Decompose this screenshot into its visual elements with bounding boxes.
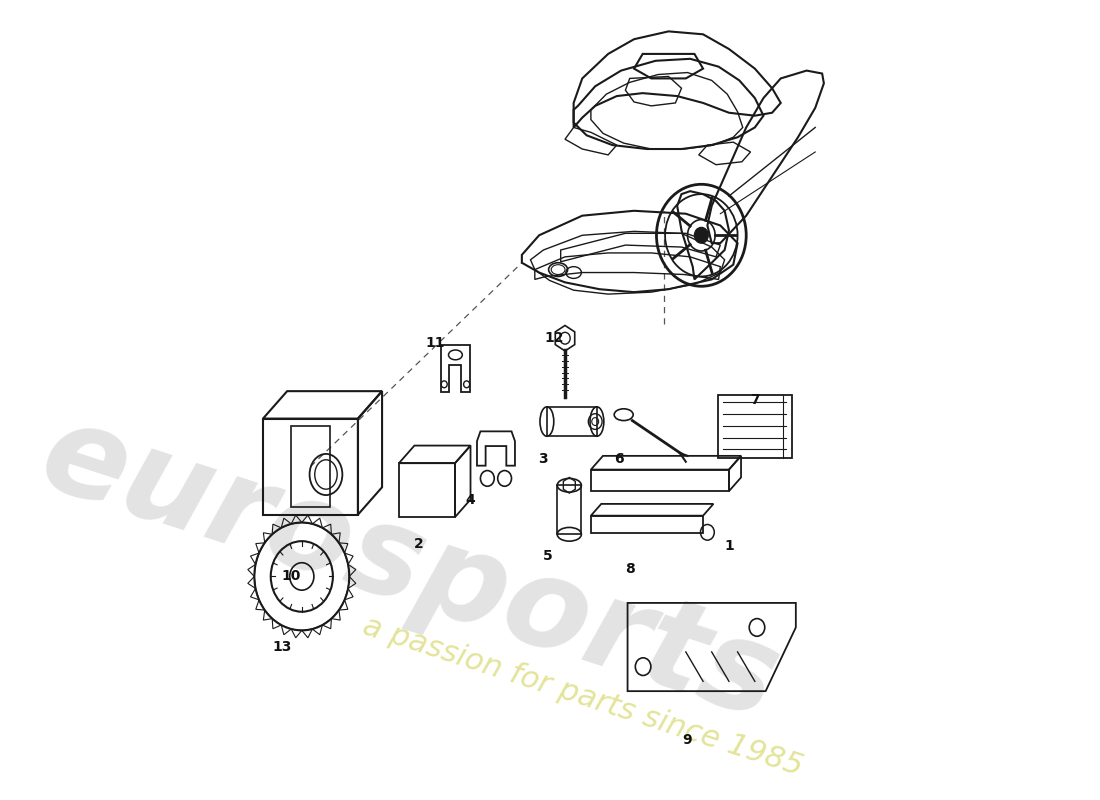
Text: 3: 3 (539, 452, 548, 466)
Circle shape (694, 227, 708, 243)
Bar (547, 407, 597, 436)
Text: 1: 1 (724, 539, 734, 553)
Text: 6: 6 (615, 452, 624, 466)
Text: 11: 11 (426, 336, 446, 350)
Text: 13: 13 (273, 640, 292, 654)
Bar (558, 486, 582, 534)
Bar (718, 394, 792, 458)
Text: 5: 5 (543, 549, 552, 563)
Text: 7: 7 (750, 393, 760, 407)
Text: 10: 10 (282, 570, 301, 583)
Text: eurosports: eurosports (26, 393, 793, 745)
Text: 2: 2 (414, 537, 424, 551)
Text: 8: 8 (625, 562, 635, 576)
Text: 9: 9 (683, 733, 692, 747)
Text: 12: 12 (544, 331, 563, 346)
Text: 4: 4 (465, 493, 475, 507)
Text: a passion for parts since 1985: a passion for parts since 1985 (359, 611, 806, 781)
